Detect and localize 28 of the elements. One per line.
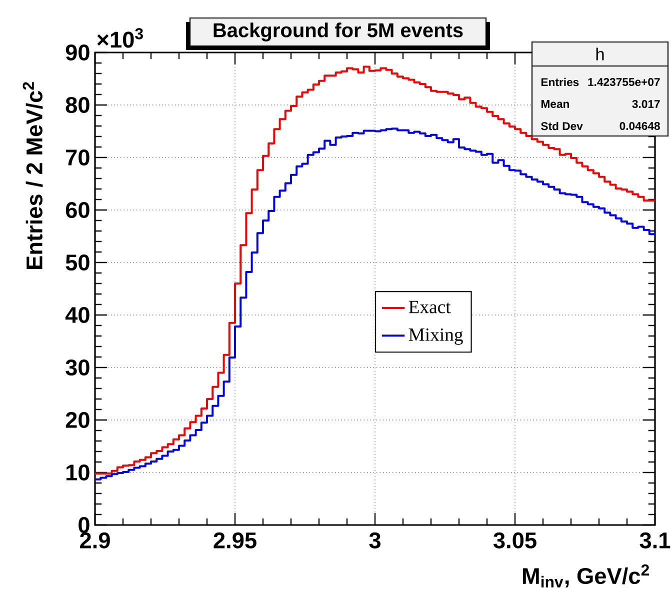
annotation: Mean — [541, 100, 569, 108]
x-tick-label: 3 — [369, 532, 380, 548]
x-axis-title: M$_{inv}$, GeV/c$^{2}$ — [523, 564, 649, 588]
annotation: 0.04648 — [620, 122, 660, 130]
legend-label: Mixing — [408, 328, 463, 345]
y-tick-label: 50 — [66, 254, 90, 271]
y-tick-label: 80 — [66, 96, 90, 114]
annotation: 3.017 — [632, 100, 660, 108]
x-tick-label: 2.95 — [214, 532, 256, 548]
y-tick-label: 30 — [66, 359, 90, 376]
x-tick-label: 3.05 — [493, 532, 536, 548]
y-tick-label: 0 — [78, 516, 90, 534]
y-tick-label: 40 — [65, 306, 90, 324]
y-axis-title: Entries / 2 MeV/c$^{2}$ — [22, 82, 43, 269]
y-tick-label: 70 — [66, 149, 90, 166]
legend-label: Exact — [408, 300, 451, 314]
y-tick-label: 60 — [66, 202, 90, 218]
annotation: h — [596, 48, 604, 60]
y-tick-label: 90 — [66, 44, 90, 61]
y-tick-label: 10 — [66, 464, 90, 481]
chart-title: Background for 5M events — [214, 22, 463, 42]
annotation: 1.423755e+07 — [588, 78, 660, 86]
annotation: Std Dev — [541, 122, 583, 130]
annotation: Entries — [541, 78, 579, 86]
y-tick-label: 20 — [66, 412, 90, 428]
x-tick-label: 2.9 — [80, 532, 110, 548]
x-tick-label: 3.1 — [640, 532, 670, 548]
text: ×10$^{3}$ — [97, 28, 143, 48]
